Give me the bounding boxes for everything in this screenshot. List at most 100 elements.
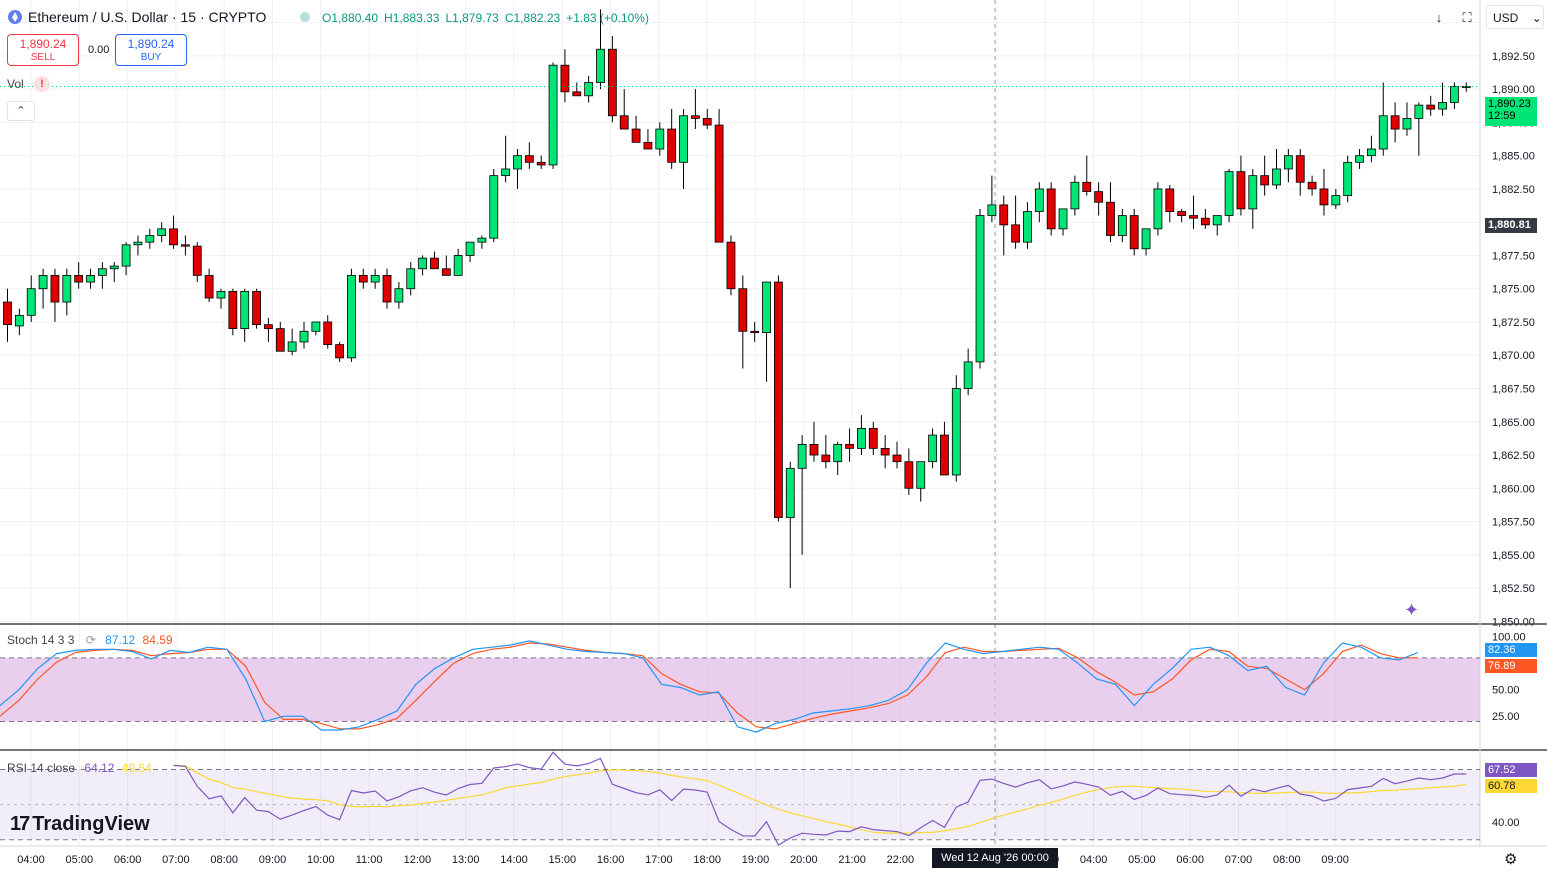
settings-button[interactable]: ⚙ — [1504, 850, 1517, 868]
stoch-label: Stoch 14 3 3 — [7, 633, 75, 647]
candle-body — [180, 244, 190, 247]
rsi-ma-value: 49.64 — [121, 761, 152, 775]
rsi-ma-badge: 60.78 — [1485, 779, 1537, 793]
ohlc-high: H1,883.33 — [384, 11, 440, 25]
time-tick-label: 09:00 — [259, 854, 287, 866]
candle-body — [441, 268, 451, 276]
candle-body — [868, 428, 878, 449]
crosshair-time-label: Wed 12 Aug '26 00:00 — [932, 848, 1058, 868]
candle-body — [963, 361, 973, 389]
candle-body — [1378, 115, 1388, 150]
candle-body — [987, 204, 997, 216]
sell-price: 1,890.24 — [19, 37, 67, 51]
candle-body — [1023, 211, 1032, 243]
time-tick-label: 08:00 — [1273, 854, 1301, 866]
currency-selector[interactable]: USD ⌄ — [1486, 5, 1544, 29]
candle-body — [1141, 228, 1151, 250]
rsi-value: 64.12 — [84, 761, 115, 775]
price-tick-label: 1,875.00 — [1492, 284, 1535, 296]
candle-body — [999, 204, 1009, 226]
candle-body — [714, 124, 724, 243]
buy-button[interactable]: 1,890.24 BUY — [115, 34, 187, 66]
candle-body — [524, 155, 534, 163]
download-button[interactable]: ↓ — [1428, 7, 1450, 29]
candle-body — [513, 155, 522, 170]
candle-body — [1355, 155, 1364, 163]
candle-body — [501, 168, 511, 177]
fullscreen-button[interactable]: ⛶ — [1456, 7, 1478, 29]
sell-button[interactable]: 1,890.24 SELL — [7, 34, 79, 66]
candle-body — [797, 443, 807, 469]
candle-body — [1011, 224, 1020, 243]
candle-body — [916, 461, 926, 489]
candle-body — [465, 241, 475, 256]
candle-body — [619, 115, 629, 130]
candle-body — [762, 281, 771, 334]
time-tick-label: 09:00 — [1321, 854, 1349, 866]
warning-icon[interactable]: ! — [34, 76, 50, 92]
candle-body — [975, 215, 985, 363]
rsi-legend[interactable]: RSI 14 close 64.12 49.64 — [7, 761, 152, 775]
stoch-d-value: 84.59 — [142, 633, 173, 647]
candle-body — [1426, 104, 1436, 110]
buy-price: 1,890.24 — [127, 37, 175, 51]
candle-body — [774, 281, 783, 518]
time-tick-label: 07:00 — [162, 854, 190, 866]
price-tick-label: 1,855.00 — [1492, 550, 1535, 562]
candle-body — [1461, 86, 1471, 88]
candle-body — [631, 128, 641, 143]
price-tick-label: 1,865.00 — [1492, 417, 1535, 429]
download-icon: ↓ — [1435, 10, 1443, 25]
candle-body — [904, 461, 914, 489]
time-tick-label: 22:00 — [887, 854, 915, 866]
candle-body — [38, 275, 48, 290]
candle-body — [1295, 155, 1305, 183]
stoch-k-badge: 82.36 — [1485, 643, 1537, 657]
candle-body — [1058, 208, 1068, 230]
candle-body — [287, 341, 297, 352]
candle-body — [726, 241, 736, 290]
candle-body — [1082, 181, 1092, 192]
candle-body — [86, 275, 95, 283]
candle-body — [750, 330, 760, 334]
candle-body — [1177, 211, 1187, 216]
ohlc-close: C1,882.23 — [504, 11, 561, 25]
candle-body — [1307, 181, 1317, 190]
candle-body — [572, 91, 582, 97]
time-tick-label: 07:00 — [1225, 854, 1253, 866]
candle-body — [347, 275, 356, 359]
rsi-tick-label: 40.00 — [1492, 817, 1520, 829]
chevron-down-icon: ⌄ — [1531, 11, 1542, 25]
candle-body — [406, 268, 416, 290]
volume-label[interactable]: Vol — [7, 77, 24, 91]
ohlc-legend: O1,880.40 H1,883.33 L1,879.73 C1,882.23 +1.8… — [322, 11, 655, 25]
sparkle-icon[interactable]: ✦ — [1404, 600, 1420, 620]
ethereum-logo-icon — [8, 10, 22, 24]
time-tick-label: 19:00 — [742, 854, 770, 866]
last-price-badge: 1,890.23 12:59 — [1485, 97, 1537, 126]
candle-body — [607, 48, 617, 117]
price-tick-label: 1,877.50 — [1492, 250, 1535, 262]
price-tick-label: 1,862.50 — [1492, 450, 1535, 462]
currency-label: USD — [1493, 11, 1519, 25]
buy-label: BUY — [140, 52, 162, 63]
stoch-k-line — [0, 640, 1419, 733]
candle-body — [1248, 175, 1258, 210]
stoch-legend[interactable]: Stoch 14 3 3 ⟳ 87.12 84.59 — [7, 633, 173, 647]
candle-body — [418, 257, 428, 270]
candle-body — [1272, 168, 1281, 186]
candle-body — [1106, 201, 1115, 236]
collapse-legend-button[interactable]: ⌃ — [7, 101, 35, 121]
refresh-icon[interactable]: ⟳ — [85, 633, 96, 647]
candle-body — [430, 257, 439, 270]
tradingview-logo[interactable]: 17 TradingView — [10, 813, 150, 836]
candle-body — [1390, 115, 1400, 130]
rsi-label: RSI 14 close — [7, 761, 76, 775]
candle-body — [252, 290, 261, 326]
price-tick-label: 1,872.50 — [1492, 317, 1535, 329]
candle-body — [667, 128, 677, 163]
symbol-title[interactable]: Ethereum / U.S. Dollar · 15 · CRYPTO — [8, 9, 266, 25]
candle-body — [1034, 188, 1044, 212]
candle-body — [1402, 118, 1412, 130]
